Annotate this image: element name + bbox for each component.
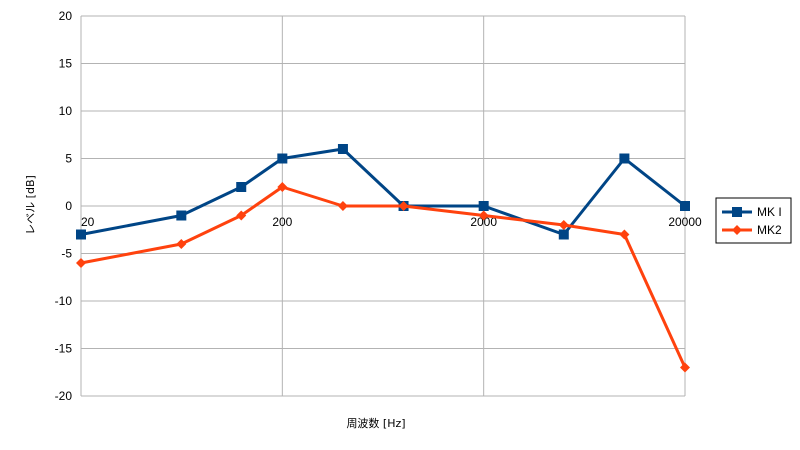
legend-label: MK2 xyxy=(757,223,782,237)
data-point xyxy=(176,239,187,249)
y-tick-label: 0 xyxy=(65,199,72,213)
data-point xyxy=(76,229,86,240)
y-tick-label: 20 xyxy=(59,9,73,23)
series-1 xyxy=(76,144,690,240)
data-point xyxy=(277,153,288,164)
y-axis-title: レベル [dB] xyxy=(24,175,37,235)
data-point xyxy=(680,201,690,211)
data-point xyxy=(236,210,247,221)
series-2 xyxy=(76,182,690,373)
y-tick-label: -20 xyxy=(55,389,73,403)
x-axis-tick-labels: 20 200 2000 20000 xyxy=(81,215,702,229)
y-tick-label: 5 xyxy=(65,152,72,166)
series-line xyxy=(80,185,687,369)
data-point xyxy=(337,144,348,154)
y-axis-tick-labels: 20 15 10 5 0 -5 -10 -15 -20 xyxy=(55,9,73,403)
x-tick-label: 2000 xyxy=(470,215,497,229)
legend-label: MK I xyxy=(757,205,782,219)
legend-box xyxy=(715,197,792,244)
data-point xyxy=(558,220,569,230)
y-tick-label: -10 xyxy=(55,294,73,308)
data-point xyxy=(619,229,630,240)
y-tick-label: -5 xyxy=(61,247,72,261)
data-point xyxy=(732,207,742,217)
x-tick-label: 20 xyxy=(81,215,95,229)
data-point xyxy=(337,201,348,211)
data-point xyxy=(398,201,409,211)
data-point xyxy=(478,210,489,221)
y-tick-label: 15 xyxy=(59,57,73,71)
data-point xyxy=(277,182,288,192)
data-point xyxy=(558,229,569,240)
data-point xyxy=(236,182,247,192)
series-layer xyxy=(76,144,690,373)
data-point xyxy=(680,362,690,373)
series-line xyxy=(80,147,686,236)
y-tick-label: -15 xyxy=(55,342,73,356)
data-point xyxy=(76,258,86,268)
x-axis-title: 周波数 [Hz] xyxy=(346,417,405,430)
data-point xyxy=(478,201,489,211)
x-tick-label: 20000 xyxy=(668,215,702,229)
data-point xyxy=(619,153,630,164)
y-tick-label: 10 xyxy=(59,104,73,118)
legend: MK I MK2 xyxy=(715,197,792,244)
data-point xyxy=(732,225,742,235)
data-point xyxy=(176,210,187,221)
x-tick-label: 200 xyxy=(272,215,292,229)
